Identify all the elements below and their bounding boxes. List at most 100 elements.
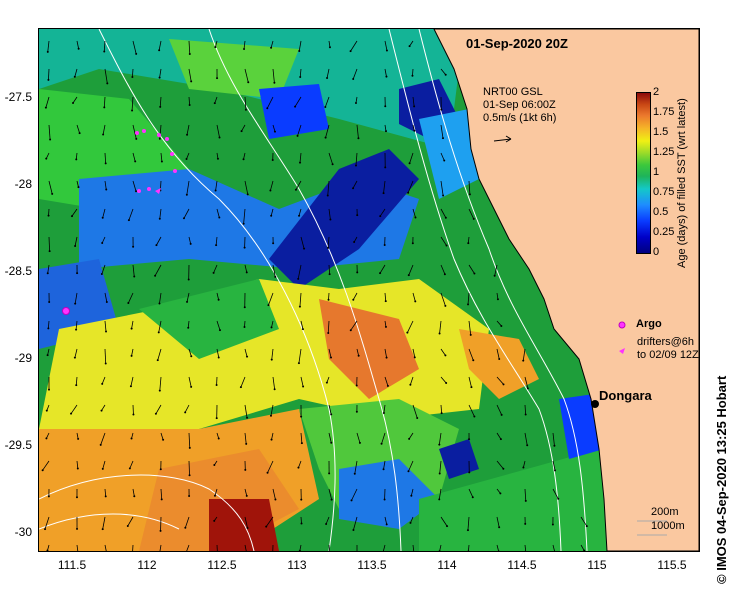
- current-vector: [243, 208, 246, 224]
- colorbar: [636, 92, 651, 254]
- current-vector: [383, 180, 386, 194]
- map-canvas: [39, 29, 699, 551]
- current-vector: [76, 180, 79, 188]
- current-vector-head: [297, 466, 300, 469]
- current-vector: [354, 460, 358, 474]
- current-vector: [75, 152, 78, 160]
- current-vector-head: [47, 214, 50, 217]
- contour-sw-2: [39, 513, 180, 530]
- current-vector: [522, 348, 526, 361]
- current-vector: [439, 544, 442, 551]
- current-vector-head: [416, 417, 419, 420]
- current-vector: [75, 320, 78, 330]
- current-vector: [70, 404, 78, 414]
- current-vector: [356, 348, 360, 356]
- current-vector: [214, 96, 218, 104]
- current-vector: [76, 124, 80, 134]
- current-vector: [356, 124, 359, 139]
- current-vector-head: [186, 133, 189, 136]
- vector-legend-source: NRT00 GSL: [483, 86, 543, 98]
- lon-tick-label: 113.5: [357, 558, 387, 572]
- current-vector: [328, 432, 332, 443]
- current-vector: [42, 460, 50, 471]
- current-vector: [104, 292, 108, 303]
- current-vector: [352, 68, 358, 80]
- current-vector-head: [243, 47, 246, 50]
- lat-tick-label: -27.5: [4, 90, 32, 104]
- current-vector-head: [298, 549, 301, 551]
- current-vector-head: [243, 306, 246, 309]
- vector-legend: NRT00 GSL 01-Sep 06:00Z 0.5m/s (1kt 6h): [483, 86, 556, 125]
- current-vector: [438, 488, 442, 500]
- current-vector: [188, 432, 191, 448]
- copyright-symbol: ©: [714, 574, 729, 584]
- current-vector-head: [157, 331, 160, 334]
- current-vector-head: [243, 325, 246, 328]
- drifter-point: [135, 131, 139, 135]
- current-vector: [272, 124, 276, 132]
- current-vector: [131, 320, 134, 329]
- current-vector-head: [386, 384, 389, 387]
- current-vector: [384, 376, 389, 386]
- current-vector: [299, 152, 302, 163]
- current-vector-head: [467, 303, 470, 306]
- current-vector: [496, 516, 500, 528]
- current-vector-head: [51, 192, 54, 195]
- current-vector: [438, 432, 442, 445]
- current-vector: [300, 236, 305, 249]
- current-vector-head: [266, 471, 269, 474]
- current-vector: [410, 516, 414, 524]
- lon-tick-label: 114: [437, 558, 457, 572]
- current-vector-head: [45, 157, 48, 160]
- current-vector: [102, 516, 106, 530]
- current-vector-head: [132, 413, 135, 416]
- current-vector: [244, 68, 249, 83]
- current-vector: [188, 460, 190, 476]
- current-vector: [468, 264, 475, 274]
- current-vector: [128, 208, 134, 221]
- scale-label-1000m: 1000m: [651, 520, 685, 532]
- current-vector: [412, 292, 416, 302]
- current-vector-head: [303, 247, 306, 250]
- current-vector-head: [162, 438, 165, 441]
- current-vector: [216, 348, 220, 358]
- current-vector-head: [300, 522, 303, 525]
- lon-tick-label: 114.5: [507, 558, 537, 572]
- current-vector-head: [299, 76, 302, 79]
- drifter-head: [155, 188, 161, 194]
- current-vector: [297, 264, 302, 279]
- current-vector: [440, 404, 443, 414]
- current-vector-head: [302, 385, 305, 388]
- current-vector: [552, 432, 555, 446]
- current-vector-head: [45, 409, 48, 412]
- drifter-point: [170, 152, 174, 156]
- current-vector-head: [75, 496, 78, 499]
- current-vector: [184, 516, 190, 528]
- current-vector: [132, 488, 135, 497]
- current-vector-head: [445, 382, 448, 385]
- current-vector: [381, 432, 386, 444]
- sst-age-map[interactable]: [38, 28, 700, 552]
- credit-text: IMOS 04-Sep-2020 13:25 Hobart: [714, 375, 729, 571]
- current-vector: [244, 488, 248, 496]
- current-vector-head: [188, 104, 191, 107]
- current-vector-head: [407, 274, 410, 277]
- current-vector: [496, 348, 500, 360]
- current-vector: [102, 208, 106, 218]
- credit-line: © IMOS 04-Sep-2020 13:25 Hobart: [714, 376, 729, 584]
- current-vector: [328, 152, 333, 165]
- current-vector-head: [218, 136, 221, 139]
- current-vector-head: [352, 78, 355, 81]
- current-vector-head: [379, 215, 382, 218]
- current-vector: [326, 68, 330, 79]
- current-vector-head: [104, 362, 107, 365]
- current-vector-head: [46, 50, 49, 53]
- ocean-lightgreen-patch: [169, 39, 299, 99]
- current-vector-head: [406, 331, 409, 334]
- current-vector: [407, 180, 414, 193]
- colorbar-tick: 1.5: [653, 126, 669, 138]
- current-vector: [159, 68, 162, 78]
- current-vector-head: [270, 214, 273, 217]
- current-vector-head: [188, 474, 191, 477]
- current-vector-head: [103, 106, 106, 109]
